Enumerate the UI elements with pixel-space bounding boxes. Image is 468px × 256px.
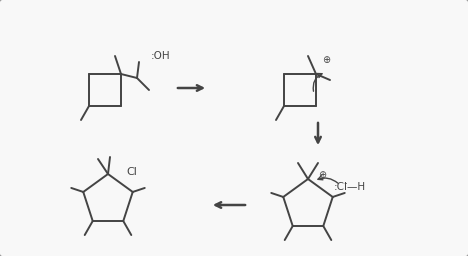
Text: ⊕: ⊕ <box>322 55 330 65</box>
Text: :Cl—H: :Cl—H <box>334 182 366 192</box>
Text: Cl: Cl <box>126 167 137 177</box>
Text: ⊕: ⊕ <box>318 170 326 180</box>
Text: ..: .. <box>344 179 348 185</box>
Text: :OH: :OH <box>151 51 171 61</box>
